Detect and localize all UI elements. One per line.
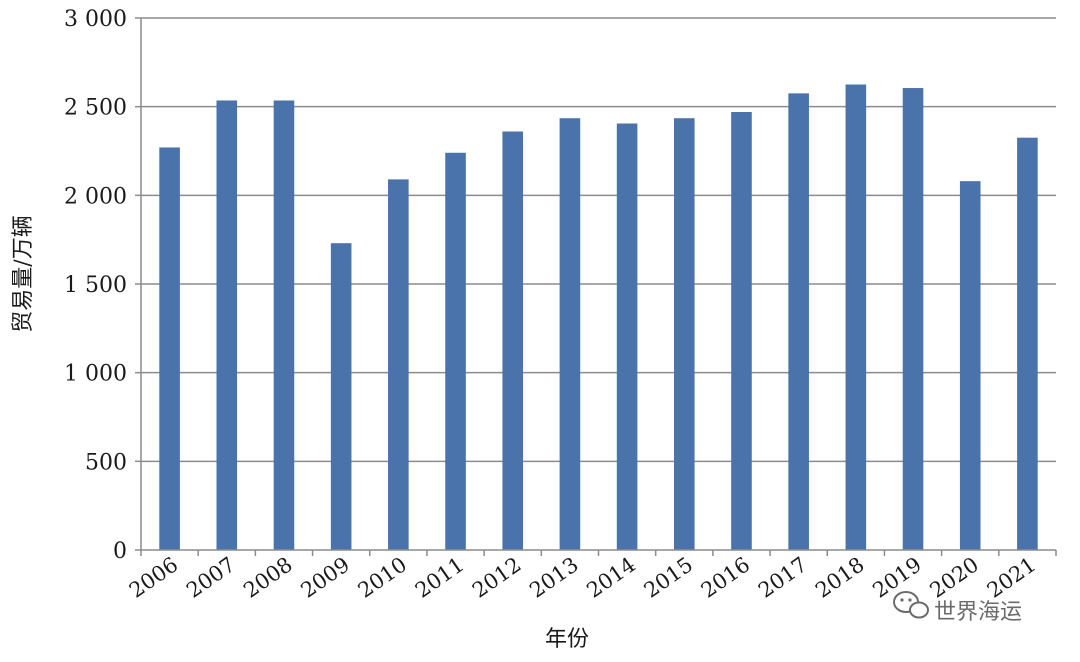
bar-2010 (388, 179, 409, 550)
bar-2018 (845, 84, 867, 550)
x-tick-label: 2021 (983, 552, 1041, 602)
bar-2020 (959, 181, 981, 550)
y-tick-label: 3 000 (64, 7, 127, 32)
bar-2015 (673, 118, 695, 551)
bar-layer (159, 84, 1038, 551)
bar-2013 (559, 118, 581, 551)
bar-2008 (273, 100, 295, 551)
bar-2019 (902, 88, 924, 551)
y-tick-label: 2 000 (64, 184, 127, 209)
bar-2011 (445, 152, 466, 551)
y-tick-label: 500 (85, 450, 127, 475)
y-tick-label: 1 000 (64, 362, 127, 387)
x-tick-label: 2010 (354, 552, 412, 602)
bar-2017 (788, 93, 809, 550)
x-tick-label: 2016 (697, 552, 755, 602)
x-tick-label: 2008 (239, 552, 297, 602)
watermark-text: 世界海运 (934, 600, 1022, 625)
y-tick-label: 0 (113, 539, 127, 564)
watermark: 世界海运 (893, 591, 1022, 625)
wechat-icon (893, 591, 929, 619)
x-tick-label: 2015 (640, 552, 698, 602)
bar-2007 (216, 100, 238, 551)
x-tick-label: 2009 (296, 552, 354, 602)
y-tick-label: 2 500 (64, 96, 127, 121)
bar-2006 (159, 147, 180, 550)
axis-layer (135, 17, 1057, 556)
y-axis-title: 贸易量/万辆 (11, 215, 36, 332)
x-tick-label: 2017 (754, 552, 812, 602)
x-tick-labels: 2006 2007 2008 2009 2010 2011 2012 2013 2014 2015… (125, 552, 1040, 602)
x-tick-label: 2012 (468, 552, 526, 602)
x-tick-label: 2014 (582, 552, 640, 602)
bar-2021 (1017, 137, 1038, 550)
y-tick-labels: 0 500 1 000 1 500 2 000 2 500 3 000 (64, 7, 127, 564)
bar-2012 (502, 131, 524, 550)
bar-2016 (731, 111, 752, 550)
x-tick-label: 2011 (411, 552, 469, 602)
x-tick-label: 2020 (926, 552, 984, 602)
bar-2009 (330, 243, 352, 551)
x-tick-label: 2006 (125, 552, 183, 602)
bar-2014 (616, 123, 638, 550)
x-axis-title: 年份 (545, 627, 589, 652)
y-tick-label: 1 500 (64, 273, 127, 298)
x-tick-label: 2007 (182, 552, 240, 602)
x-tick-label: 2018 (811, 552, 869, 602)
x-tick-label: 2013 (525, 552, 583, 602)
